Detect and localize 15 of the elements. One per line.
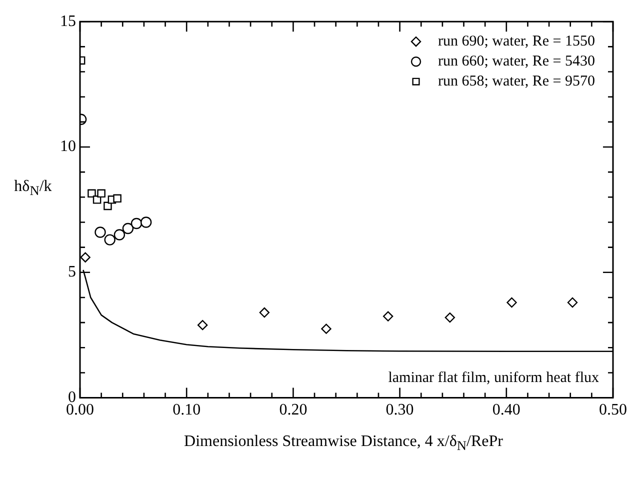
x-tick-label: 0.10 [172, 402, 201, 419]
annotation: laminar flat film, uniform heat flux [388, 370, 600, 386]
y-tick-label: 10 [60, 138, 76, 156]
y-axis-title: hδ$_{N}$/k [13, 178, 53, 200]
x-tick-label: 0.50 [599, 402, 627, 419]
legend-label: run 658; water, Re = 9570 [438, 74, 596, 90]
y-tick-label: 5 [68, 264, 76, 281]
x-tick-label: 0.30 [386, 402, 414, 419]
y-tick-label: 15 [60, 12, 76, 30]
x-tick-label: 0.20 [279, 402, 308, 419]
legend-label: run 660; water, Re = 5430 [438, 54, 596, 70]
x-tick-label: 0.40 [492, 402, 520, 419]
x-axis-title: Dimensionless Streamwise Distance, 4 x/δ$_{N}$/RePr [183, 433, 504, 454]
x-tick-label: 0.00 [66, 402, 94, 419]
legend-label: run 690; water, Re = 1550 [438, 34, 596, 50]
